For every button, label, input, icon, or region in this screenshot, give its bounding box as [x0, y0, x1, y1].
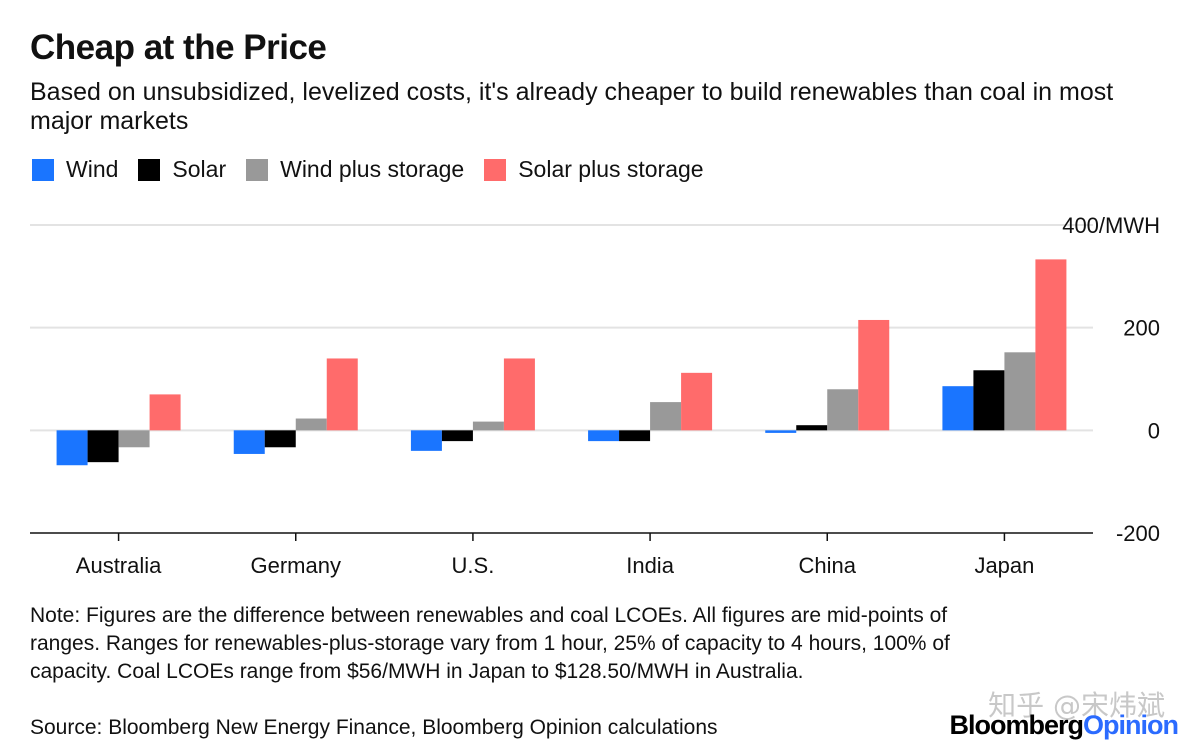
x-tick-label-1: Germany	[251, 553, 341, 578]
legend-label-wind-plus-storage: Wind plus storage	[280, 156, 465, 182]
x-tick-label-3: India	[626, 553, 674, 578]
chart-source: Source: Bloomberg New Energy Finance, Bl…	[30, 716, 718, 739]
bar-india-solar-plus-storage	[681, 372, 713, 431]
bar-germany-solar	[264, 430, 296, 448]
legend-item-wind-plus-storage: Wind plus storage	[246, 156, 464, 183]
bar-china-solar	[796, 425, 828, 431]
bar-japan-wind	[942, 386, 974, 431]
chart-subtitle: Based on unsubsidized, levelized costs, …	[30, 78, 1114, 135]
brand-part-bloomberg: Bloomberg	[949, 710, 1085, 740]
brand-part-opinion: Opinion	[1083, 710, 1179, 740]
bar-us-wind	[410, 430, 442, 451]
bar-us-solar-plus-storage	[503, 358, 535, 431]
x-tick-label-2: U.S.	[452, 553, 495, 578]
y-tick-label-1: 200	[1123, 316, 1160, 341]
legend-swatch-wind-plus-storage	[246, 158, 269, 181]
bar-australia-wind-plus-storage	[118, 430, 150, 448]
bar-us-wind-plus-storage	[472, 421, 504, 431]
legend-swatch-solar-plus-storage	[484, 158, 507, 181]
bar-australia-solar	[87, 430, 119, 463]
bar-japan-solar	[973, 370, 1005, 431]
bar-germany-wind	[233, 430, 265, 454]
chart-note: Note: Figures are the difference between…	[30, 604, 950, 683]
legend-label-solar-plus-storage: Solar plus storage	[518, 156, 704, 182]
legend-swatch-wind	[32, 158, 54, 181]
legend-swatch-solar	[138, 158, 161, 181]
y-tick-label-2: 0	[1148, 418, 1160, 443]
watermark-text: 知乎 @宋炜斌	[988, 689, 1165, 722]
y-tick-label-0: 400/MWH	[1062, 213, 1160, 238]
bar-japan-solar-plus-storage	[1035, 259, 1067, 431]
chart-title: Cheap at the Price	[30, 28, 327, 67]
bar-japan-wind-plus-storage	[1004, 352, 1036, 431]
x-tick-label-5: Japan	[974, 553, 1034, 578]
bar-india-solar	[619, 430, 651, 442]
bar-chart: 400/MWH 200 0 -200 Australia Germany U.S. India…	[30, 213, 1160, 578]
legend: Wind Solar Wind plus storage Solar plus …	[32, 156, 724, 183]
bar-china-wind-plus-storage	[827, 389, 859, 431]
bar-china-wind	[765, 430, 797, 433]
bar-australia-solar-plus-storage	[149, 394, 181, 431]
bar-china-solar-plus-storage	[858, 319, 890, 431]
y-tick-label-3: -200	[1116, 521, 1160, 546]
legend-item-solar: Solar	[138, 156, 226, 183]
bar-australia-wind	[56, 430, 88, 466]
bar-germany-wind-plus-storage	[295, 418, 327, 431]
legend-label-solar: Solar	[172, 156, 227, 182]
legend-item-solar-plus-storage: Solar plus storage	[484, 156, 704, 183]
legend-label-wind: Wind	[66, 156, 119, 182]
bar-us-solar	[441, 430, 473, 442]
legend-item-wind: Wind	[32, 156, 118, 183]
bar-india-wind-plus-storage	[650, 402, 682, 431]
x-tick-label-4: China	[799, 553, 857, 578]
bloomberg-opinion-logo: BloombergOpinion	[950, 710, 1179, 741]
bar-india-wind	[588, 430, 620, 442]
x-tick-label-0: Australia	[76, 553, 162, 578]
bar-germany-solar-plus-storage	[326, 358, 358, 431]
